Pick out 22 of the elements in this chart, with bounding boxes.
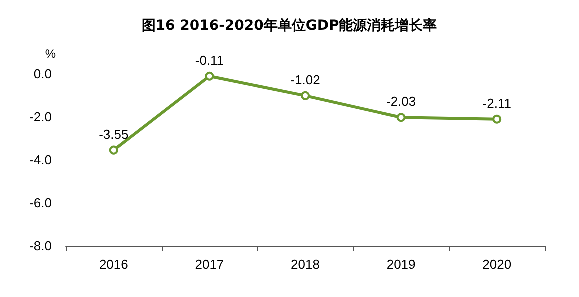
point xyxy=(109,146,118,155)
data-label: -1.02 xyxy=(290,72,320,88)
y-tick-label: 0.0 xyxy=(34,66,52,82)
y-axis-title: % xyxy=(45,47,56,61)
data-label: -3.55 xyxy=(99,126,129,142)
data-label: -2.03 xyxy=(386,94,416,110)
data-label: -2.11 xyxy=(482,96,512,111)
y-tick-label: -6.0 xyxy=(30,196,52,210)
x-tick-label: 2016 xyxy=(99,257,128,272)
x-tick-label: 2017 xyxy=(195,257,224,272)
x-tick-label: 2018 xyxy=(291,257,320,272)
point xyxy=(205,72,214,81)
y-tick-label: -2.0 xyxy=(30,110,52,124)
point xyxy=(396,113,406,122)
data-label: -0.11 xyxy=(195,52,224,68)
y-tick-label: -8.0 xyxy=(30,238,52,254)
y-tick-label: -4.0 xyxy=(30,152,52,168)
x-tick-label: 2020 xyxy=(482,257,512,272)
x-tick-label: 2019 xyxy=(386,257,416,272)
chart-title: 图16 2016-2020年单位GDP能源消耗增长率 xyxy=(142,17,438,34)
point xyxy=(492,114,502,124)
point xyxy=(301,91,310,100)
